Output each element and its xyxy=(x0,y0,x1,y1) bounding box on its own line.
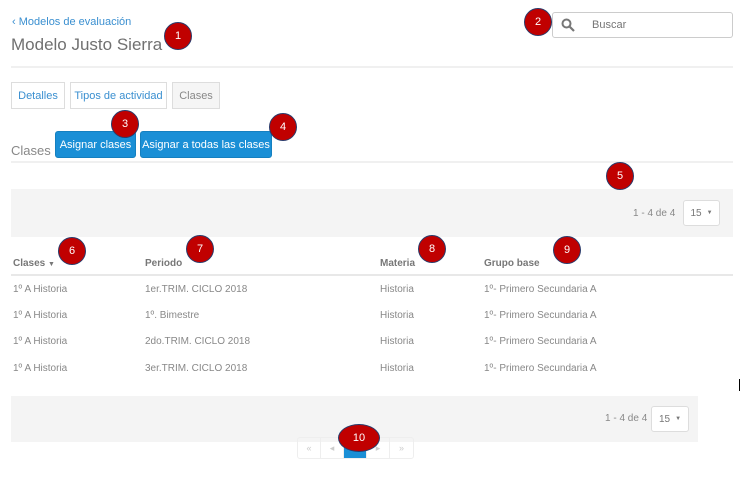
record-count: 1 - 4 de 4 xyxy=(633,208,676,219)
table-cell: 1er.TRIM. CICLO 2018 xyxy=(145,284,248,295)
page-size-value: 15 xyxy=(690,207,702,219)
table-cell: 2do.TRIM. CICLO 2018 xyxy=(145,336,251,347)
column-header-materia[interactable]: Materia xyxy=(380,258,416,269)
page-size-select[interactable]: 15 ▼ xyxy=(683,200,720,226)
first-page-button[interactable]: « xyxy=(298,438,321,458)
column-header-clases[interactable]: Clases ▼ xyxy=(13,258,55,269)
column-header-grupo-base[interactable]: Grupo base xyxy=(484,258,540,269)
next-page-button[interactable]: ▸ xyxy=(367,438,390,458)
sort-down-icon: ▼ xyxy=(48,261,55,268)
search-button[interactable] xyxy=(552,12,584,38)
assign-all-classes-button[interactable]: Asignar a todas las clases xyxy=(140,131,272,158)
annotation-marker: 3 xyxy=(111,110,139,138)
class-link[interactable]: 1º A Historia xyxy=(13,336,68,347)
annotation-marker: 8 xyxy=(418,235,446,263)
table-cell: 1º- Primero Secundaria A xyxy=(484,310,597,321)
page-title: Modelo Justo Sierra xyxy=(11,35,163,54)
caret-down-icon: ▼ xyxy=(706,210,713,216)
back-link-label: Modelos de evaluación xyxy=(18,16,132,28)
column-header-periodo[interactable]: Periodo xyxy=(145,258,183,269)
table-cell: 1º- Primero Secundaria A xyxy=(484,336,597,347)
class-link[interactable]: 1º A Historia xyxy=(13,284,68,295)
last-page-button[interactable]: » xyxy=(398,443,404,453)
table-cell: 1º. Bimestre xyxy=(145,310,200,321)
header-divider xyxy=(11,274,733,276)
page-size-select[interactable]: 15 ▼ xyxy=(651,406,689,432)
page-size-value: 15 xyxy=(658,413,671,425)
table-cell: Historia xyxy=(380,310,414,321)
table-cell: Historia xyxy=(380,336,414,347)
table-cell: 1º- Primero Secundaria A xyxy=(484,284,597,295)
table-cell: 3er.TRIM. CICLO 2018 xyxy=(145,363,248,374)
back-link[interactable]: ‹ Modelos de evaluación xyxy=(12,16,132,28)
annotation-marker: 4 xyxy=(269,113,297,141)
class-link[interactable]: 1º A Historia xyxy=(13,310,68,321)
tab-clases[interactable]: Clases xyxy=(172,82,220,109)
search-icon xyxy=(561,18,575,32)
annotation-marker: 6 xyxy=(58,237,86,265)
table-cell: 1º- Primero Secundaria A xyxy=(484,363,597,374)
tab-tipos-de-actividad[interactable]: Tipos de actividad xyxy=(70,82,167,109)
record-count: 1 - 4 de 4 xyxy=(605,413,648,424)
column-label: Clases xyxy=(13,258,46,269)
annotation-marker: 2 xyxy=(524,8,552,36)
table-cell: Historia xyxy=(380,363,414,374)
search-input[interactable] xyxy=(583,12,733,38)
caret-down-icon: ▼ xyxy=(675,416,682,422)
tab-detalles[interactable]: Detalles xyxy=(11,82,65,109)
annotation-marker: 1 xyxy=(164,22,192,50)
table-cell: Historia xyxy=(380,284,414,295)
pager-top xyxy=(11,189,733,237)
annotation-marker: 9 xyxy=(553,236,581,264)
text-cursor xyxy=(739,379,740,391)
annotation-marker: 5 xyxy=(606,162,634,190)
divider xyxy=(11,161,733,163)
annotation-marker: 7 xyxy=(186,235,214,263)
class-link[interactable]: 1º A Historia xyxy=(13,363,68,374)
section-label: Clases xyxy=(11,143,51,158)
divider xyxy=(11,66,733,68)
annotation-marker: 10 xyxy=(338,424,380,452)
